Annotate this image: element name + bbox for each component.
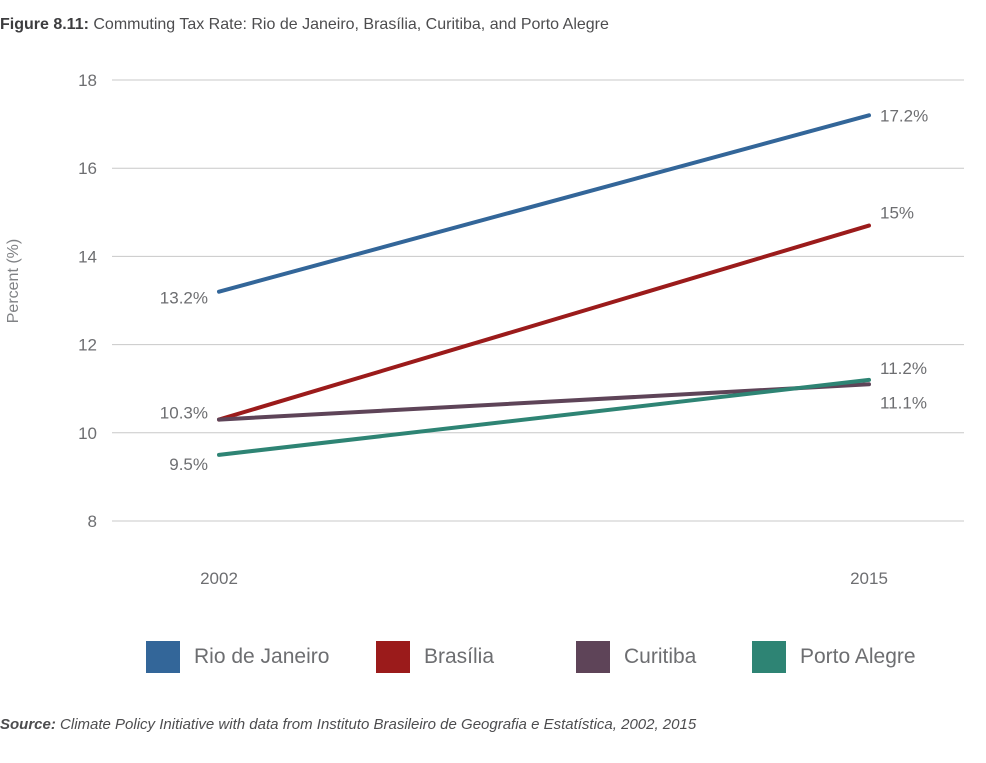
y-tick-label: 8 (88, 512, 97, 531)
legend-item: Brasília (376, 640, 494, 674)
x-tick-label: 2015 (850, 569, 888, 588)
source-label: Source: (0, 716, 56, 733)
data-label: 10.3% (160, 404, 208, 423)
y-tick-label: 16 (78, 159, 97, 178)
legend-label: Curitiba (624, 645, 697, 668)
legend-swatch (576, 641, 610, 673)
figure-title: Figure 8.11: Commuting Tax Rate: Rio de … (0, 16, 609, 34)
y-tick-label: 18 (78, 71, 97, 90)
legend-label: Brasília (424, 645, 495, 668)
series-line-rio-de-janeiro (217, 113, 871, 294)
legend-swatch (146, 641, 180, 673)
y-tick-labels: 8 10 12 14 16 18 (78, 71, 97, 531)
x-tick-labels: 2002 2015 (200, 569, 888, 588)
series-line-porto-alegre (217, 377, 871, 457)
data-label: 17.2% (880, 106, 928, 125)
x-tick-label: 2002 (200, 569, 238, 588)
data-label: 9.5% (169, 455, 208, 474)
y-tick-label: 12 (78, 336, 97, 355)
figure-title-text: Commuting Tax Rate: Rio de Janeiro, Bras… (93, 16, 609, 33)
data-label: 11.1% (880, 393, 927, 412)
y-axis-label: Percent (%) (5, 239, 22, 323)
data-label: 13.2% (160, 289, 208, 308)
series-line-brasilia (217, 223, 871, 422)
gridlines (112, 79, 964, 522)
legend-item: Rio de Janeiro (146, 640, 329, 674)
data-label: 11.2% (880, 359, 927, 378)
series-line-curitiba (217, 382, 871, 422)
source-text: Climate Policy Initiative with data from… (60, 716, 697, 733)
figure-label: Figure 8.11: (0, 16, 89, 33)
legend-item: Curitiba (576, 640, 696, 674)
legend-swatch (752, 641, 786, 673)
legend-label: Porto Alegre (800, 645, 916, 668)
line-chart: 8 10 12 14 16 18 Percent (%) 2002 2015 13.2% 17… (5, 71, 964, 588)
legend-item: Porto Alegre (752, 640, 916, 674)
legend-swatch (376, 641, 410, 673)
data-labels: 13.2% 17.2% 10.3% 15% 11.1% 9.5% 11.2% (160, 106, 928, 474)
data-label: 15% (880, 203, 914, 222)
y-tick-label: 14 (78, 247, 97, 266)
series-lines (217, 113, 871, 457)
y-tick-label: 10 (78, 424, 97, 443)
source-note: Source: Climate Policy Initiative with d… (0, 716, 696, 733)
legend-label: Rio de Janeiro (194, 645, 330, 668)
